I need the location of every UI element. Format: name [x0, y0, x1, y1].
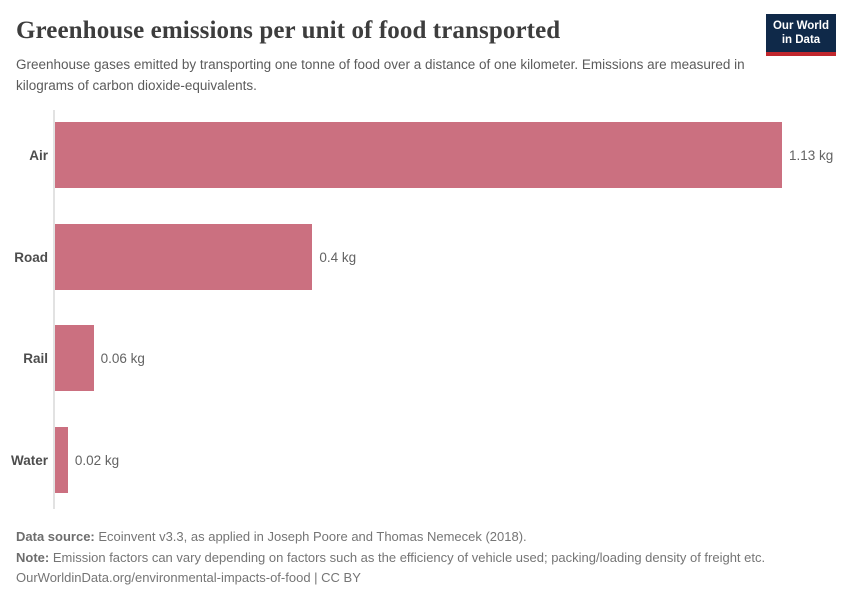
- category-label-rail: Rail: [23, 350, 48, 366]
- note-text: Emission factors can vary depending on f…: [52, 549, 766, 565]
- bar-water[interactable]: [55, 427, 68, 493]
- owid-url-link[interactable]: OurWorldinData.org/environmental-impacts…: [16, 570, 361, 585]
- bar-row-water: Water 0.02 kg: [0, 427, 782, 493]
- bar-road[interactable]: [55, 224, 313, 290]
- category-label-water: Water: [10, 452, 48, 468]
- category-label-air: Air: [29, 147, 48, 163]
- bar-row-air: Air 1.13 kg: [0, 122, 833, 188]
- bar-air[interactable]: [55, 122, 782, 188]
- bar-track: 0.02 kg: [55, 427, 782, 493]
- bar-track: 0.06 kg: [55, 325, 782, 391]
- bar-rail[interactable]: [55, 325, 94, 391]
- note-line: Note: Emission factors can vary dependin…: [16, 548, 826, 569]
- value-label-road: 0.4 kg: [319, 249, 357, 265]
- bar-row-road: Road 0.4 kg: [0, 224, 782, 290]
- bar-track: 0.4 kg: [55, 224, 782, 290]
- value-label-water: 0.02 kg: [74, 452, 120, 468]
- note-label: Note:: [16, 549, 50, 565]
- y-axis-line: [53, 110, 55, 509]
- category-label-road: Road: [14, 249, 48, 265]
- data-source-line: Data source: Ecoinvent v3.3, as applied …: [16, 527, 826, 548]
- data-source-text: Ecoinvent v3.3, as applied in Joseph Poo…: [98, 529, 527, 544]
- owid-logo-line2: in Data: [781, 34, 821, 47]
- page-title: Greenhouse emissions per unit of food tr…: [16, 17, 561, 44]
- bar-row-rail: Rail 0.06 kg: [0, 325, 782, 391]
- chart-subtitle: Greenhouse gases emitted by transporting…: [16, 57, 745, 93]
- owid-logo-line1: Our World: [772, 20, 829, 32]
- bar-track: 1.13 kg: [55, 122, 833, 188]
- bar-chart: Air 1.13 kg Road 0.4 kg Rail 0.06 kg Wat…: [0, 110, 850, 509]
- chart-footer: Data source: Ecoinvent v3.3, as applied …: [16, 527, 826, 589]
- owid-logo: Our World in Data: [766, 14, 836, 56]
- value-label-air: 1.13 kg: [789, 147, 834, 163]
- data-source-label: Data source:: [16, 529, 95, 544]
- value-label-rail: 0.06 kg: [100, 350, 145, 366]
